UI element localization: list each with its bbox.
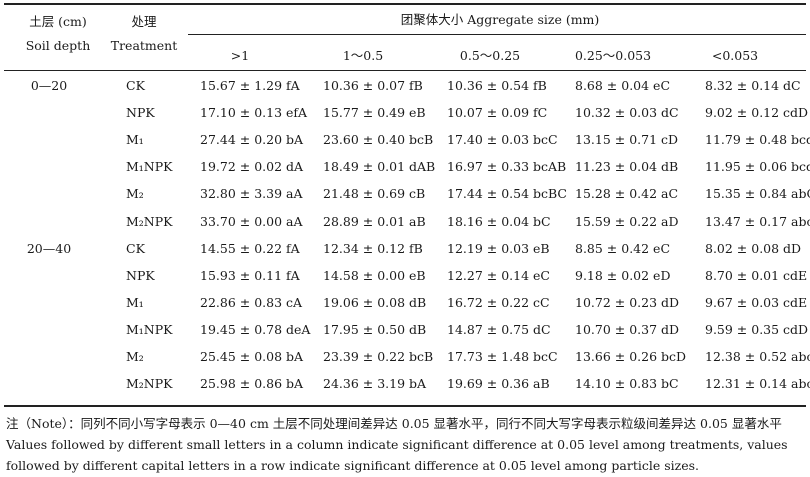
depth-header-en: Soil depth <box>25 38 91 53</box>
value-cell-col-5: 12.31 ± 0.14 abcdC <box>705 376 810 392</box>
value-cell-col-4: 15.28 ± 0.42 aC <box>575 186 679 202</box>
value-cell-col-1: 22.86 ± 0.83 cA <box>200 294 303 310</box>
value-cell-col-3: 17.73 ± 1.48 bcC <box>447 349 558 364</box>
value-cell-col-2: 28.89 ± 0.01 aB <box>323 213 426 229</box>
size-col-3-header: 0.5～0.25 <box>459 48 521 63</box>
value-cell-col-3: 17.44 ± 0.54 bcBC <box>447 186 567 202</box>
value-cell-col-5: 8.70 ± 0.01 cdE <box>705 267 808 283</box>
treatment-header-cn: 处理 <box>131 14 157 29</box>
value-cell-col-5: 11.79 ± 0.48 bcdE <box>705 132 810 148</box>
value-cell-col-1: 14.55 ± 0.22 fA <box>200 240 300 256</box>
value-cell-col-1: 15.93 ± 0.11 fA <box>200 267 300 283</box>
table-note: 注（Note）：同列不同小写字母表示 0—40 cm 土层不同处理间差异达 0.… <box>6 416 788 473</box>
table-bottom-rule <box>4 405 806 407</box>
value-cell-col-2: 23.60 ± 0.40 bcB <box>323 132 434 148</box>
size-col-2-header: 1～0.5 <box>342 48 384 63</box>
value-cell-col-5: 9.67 ± 0.03 cdE <box>705 294 808 310</box>
value-cell-col-1: 32.80 ± 3.39 aA <box>200 186 303 202</box>
value-cell-col-5: 13.47 ± 0.17 abcE <box>705 213 810 229</box>
value-cell-col-2: 15.77 ± 0.49 eB <box>323 105 426 121</box>
header-group-rule <box>188 34 806 35</box>
treatment-cell: NPK <box>126 105 155 121</box>
value-cell-col-3: 16.97 ± 0.33 bcAB <box>447 159 567 175</box>
value-cell-col-5: 9.59 ± 0.35 cdD <box>705 321 809 337</box>
value-cell-col-3: 16.72 ± 0.22 cC <box>447 294 550 310</box>
treatment-cell: CK <box>126 240 145 256</box>
aggregate-size-header: 团聚体大小 Aggregate size (mm) <box>400 12 600 27</box>
treatment-cell: M₁NPK <box>126 159 173 175</box>
value-cell-col-5: 9.02 ± 0.12 cdD <box>705 105 809 121</box>
value-cell-col-1: 15.67 ± 1.29 fA <box>200 78 300 93</box>
value-cell-col-5: 15.35 ± 0.84 abC <box>705 186 810 202</box>
value-cell-col-3: 12.19 ± 0.03 eB <box>447 240 550 256</box>
treatment-cell: M₂ <box>126 349 144 364</box>
depth-cell: 20—40 <box>26 240 72 256</box>
value-cell-col-4: 13.15 ± 0.71 cD <box>575 132 679 148</box>
treatment-cell: CK <box>126 78 145 93</box>
treatment-cell: M₁ <box>126 294 144 310</box>
value-cell-col-3: 10.07 ± 0.09 fC <box>447 105 548 121</box>
value-cell-col-3: 18.16 ± 0.04 bC <box>447 213 551 229</box>
value-cell-col-3: 19.69 ± 0.36 aB <box>447 376 550 392</box>
value-cell-col-1: 17.10 ± 0.13 efA <box>200 105 308 121</box>
value-cell-col-2: 19.06 ± 0.08 dB <box>323 294 427 310</box>
value-cell-col-4: 10.32 ± 0.03 dC <box>575 105 679 121</box>
value-cell-col-4: 13.66 ± 0.26 bcD <box>575 349 687 364</box>
value-cell-col-2: 23.39 ± 0.22 bcB <box>323 349 434 364</box>
value-cell-col-2: 24.36 ± 3.19 bA <box>323 376 427 392</box>
value-cell-col-1: 27.44 ± 0.20 bA <box>200 132 304 148</box>
value-cell-col-3: 12.27 ± 0.14 eC <box>447 267 550 283</box>
treatment-cell: NPK <box>126 267 155 283</box>
treatment-cell: M₁ <box>126 132 144 148</box>
treatment-cell: M₂ <box>126 186 144 202</box>
size-col-5-header: <0.053 <box>711 48 759 63</box>
value-cell-col-4: 8.68 ± 0.04 eC <box>575 78 671 93</box>
value-cell-col-3: 14.87 ± 0.75 dC <box>447 321 551 337</box>
value-cell-col-5: 8.02 ± 0.08 dD <box>705 240 802 256</box>
treatment-cell: M₁NPK <box>126 321 173 337</box>
value-cell-col-5: 12.38 ± 0.52 abcdD <box>705 349 810 364</box>
value-cell-col-1: 19.72 ± 0.02 dA <box>200 159 304 175</box>
value-cell-col-2: 10.36 ± 0.07 fB <box>323 78 423 93</box>
value-cell-col-2: 21.48 ± 0.69 cB <box>323 186 426 202</box>
size-col-4-header: 0.25～0.053 <box>574 48 652 63</box>
value-cell-col-4: 8.85 ± 0.42 eC <box>575 240 671 256</box>
value-cell-col-4: 11.23 ± 0.04 dB <box>575 159 679 175</box>
header-bottom-rule <box>4 70 806 71</box>
value-cell-col-1: 25.45 ± 0.08 bA <box>200 349 304 364</box>
value-cell-col-4: 9.18 ± 0.02 eD <box>575 267 671 283</box>
treatment-cell: M₂NPK <box>126 376 173 392</box>
treatment-header-en: Treatment <box>110 38 178 53</box>
value-cell-col-4: 10.72 ± 0.23 dD <box>575 294 680 310</box>
value-cell-col-2: 18.49 ± 0.01 dAB <box>323 159 436 175</box>
value-cell-col-2: 17.95 ± 0.50 dB <box>323 321 427 337</box>
depth-header-cn: 土层 (cm) <box>29 14 87 29</box>
value-cell-col-5: 11.95 ± 0.06 bcdB <box>705 159 810 175</box>
treatment-cell: M₂NPK <box>126 213 173 229</box>
size-col-1-header: >1 <box>230 48 250 63</box>
value-cell-col-1: 25.98 ± 0.86 bA <box>200 376 304 392</box>
value-cell-col-4: 10.70 ± 0.37 dD <box>575 321 680 337</box>
depth-cell: 0—20 <box>30 78 68 93</box>
value-cell-col-4: 15.59 ± 0.22 aD <box>575 213 679 229</box>
value-cell-col-4: 14.10 ± 0.83 bC <box>575 376 679 392</box>
value-cell-col-1: 33.70 ± 0.00 aA <box>200 213 303 229</box>
value-cell-col-3: 17.40 ± 0.03 bcC <box>447 132 558 148</box>
value-cell-col-2: 14.58 ± 0.00 eB <box>323 267 426 283</box>
value-cell-col-2: 12.34 ± 0.12 fB <box>323 240 423 256</box>
table-top-rule <box>4 3 806 5</box>
value-cell-col-1: 19.45 ± 0.78 deA <box>200 321 311 337</box>
value-cell-col-3: 10.36 ± 0.54 fB <box>447 78 547 93</box>
value-cell-col-5: 8.32 ± 0.14 dC <box>705 78 801 93</box>
